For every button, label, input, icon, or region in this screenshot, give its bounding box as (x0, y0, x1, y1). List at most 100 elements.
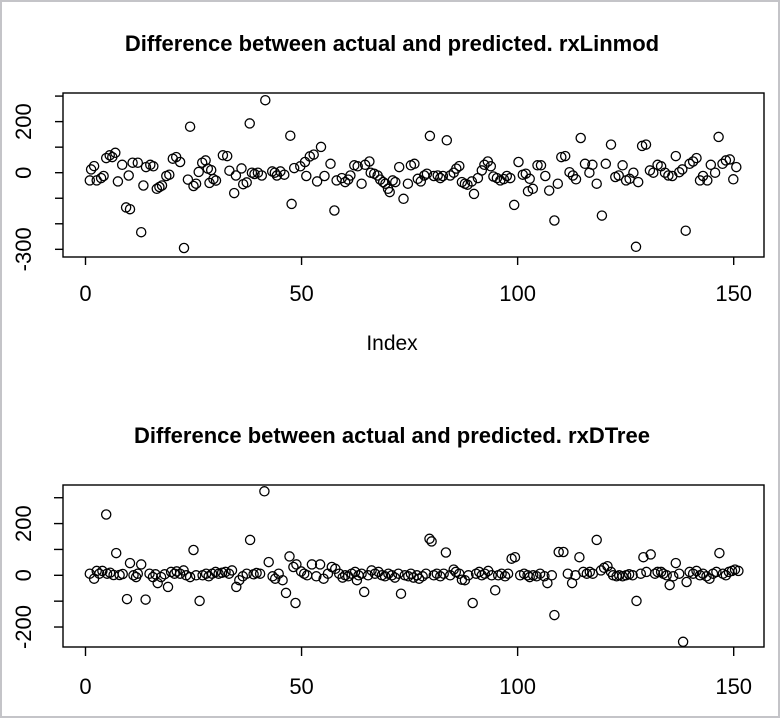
data-point (259, 486, 270, 497)
data-point (184, 121, 196, 132)
data-point (527, 183, 539, 195)
data-point (546, 570, 558, 581)
data-point (364, 156, 375, 167)
points-layer (84, 94, 742, 254)
data-point (697, 568, 709, 579)
data-point (210, 566, 221, 578)
data-point (100, 152, 112, 164)
data-point (663, 170, 674, 181)
data-point (424, 130, 436, 142)
data-point (628, 167, 639, 178)
data-point (241, 177, 252, 188)
data-point (479, 568, 491, 579)
data-point (579, 158, 591, 170)
data-point (558, 546, 569, 558)
data-point (306, 559, 318, 570)
data-point (217, 150, 229, 161)
x-axis-label-index: Index (366, 332, 418, 355)
data-point (204, 177, 215, 189)
data-point (587, 159, 598, 171)
data-point (386, 570, 398, 581)
data-point (421, 168, 433, 179)
data-point (680, 225, 691, 236)
data-point (260, 94, 271, 106)
data-point (664, 579, 675, 591)
data-point (543, 185, 555, 196)
x-tick-label: 100 (499, 674, 536, 699)
data-point (288, 561, 299, 573)
data-point (291, 559, 302, 570)
data-point (402, 178, 414, 189)
data-point (159, 569, 170, 580)
data-point (127, 157, 138, 168)
data-point (570, 174, 582, 185)
plot-box (62, 484, 765, 648)
data-point (431, 568, 443, 579)
data-point (720, 155, 732, 166)
data-point (286, 198, 297, 210)
data-point (562, 568, 574, 579)
data-point (549, 215, 560, 226)
data-point (379, 571, 391, 582)
y-tick-label: 0 (11, 167, 36, 179)
data-point (314, 559, 326, 570)
data-point (244, 118, 255, 129)
data-point (677, 164, 688, 175)
data-point (709, 167, 721, 178)
data-point (188, 544, 199, 556)
data-point (356, 178, 367, 189)
data-point (661, 570, 672, 581)
data-point (390, 176, 401, 188)
x-tick-label: 150 (715, 281, 752, 306)
data-point (424, 533, 435, 545)
data-point (591, 534, 602, 546)
data-point (652, 566, 663, 578)
data-point (631, 595, 642, 607)
data-point (467, 597, 478, 609)
data-point (393, 161, 405, 173)
data-point (498, 173, 510, 185)
y-tick-label: 200 (11, 103, 36, 140)
data-point (575, 132, 586, 144)
data-point (193, 166, 204, 178)
data-point (574, 551, 585, 563)
data-point (454, 160, 465, 172)
data-point (196, 157, 208, 168)
data-point (95, 172, 107, 184)
y-tick-label: 200 (11, 505, 36, 542)
chart-title-rxdtree: Difference between actual and predicted.… (134, 423, 650, 448)
data-point (440, 547, 452, 558)
x-tick-label: 100 (499, 281, 536, 306)
data-point (600, 158, 612, 170)
data-point (432, 170, 443, 181)
data-point (194, 595, 205, 607)
data-point (630, 241, 642, 253)
data-point (491, 172, 503, 184)
data-point (677, 636, 689, 648)
data-point (288, 162, 300, 174)
data-point (178, 565, 189, 576)
data-point (366, 565, 377, 576)
data-point (301, 170, 312, 182)
data-point (384, 186, 395, 198)
data-point (556, 151, 567, 163)
data-point (486, 570, 497, 581)
data-point (496, 568, 507, 579)
data-point (635, 568, 647, 579)
data-point (162, 581, 174, 593)
data-point (413, 573, 425, 584)
data-point (542, 577, 553, 589)
x-tick-label: 0 (79, 674, 91, 699)
x-tick-label: 150 (715, 674, 752, 699)
data-point (241, 568, 252, 579)
data-point (188, 180, 199, 192)
data-point (210, 175, 222, 186)
data-point (112, 176, 124, 187)
data-point (632, 176, 644, 188)
data-point (581, 568, 593, 579)
data-point (641, 566, 652, 578)
data-point (435, 571, 446, 582)
data-point (438, 568, 449, 579)
